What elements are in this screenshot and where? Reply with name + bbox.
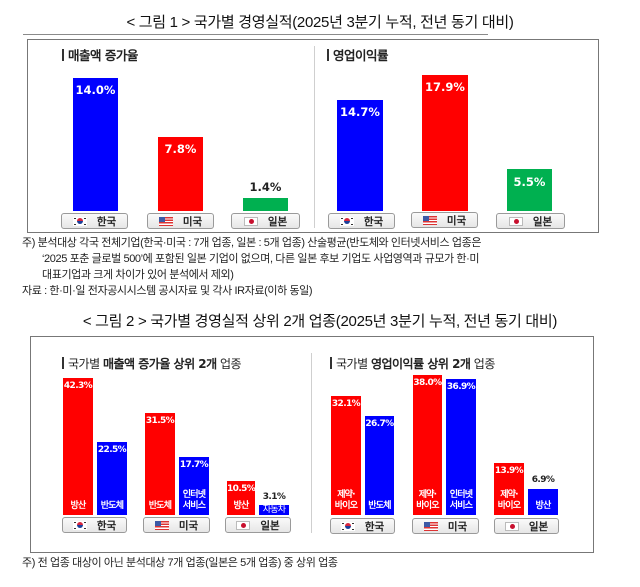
bar-korea-operating-margin: 14.7% bbox=[337, 100, 383, 211]
bar-value: 13.9% bbox=[494, 466, 524, 476]
country-badge-usa: 미국 bbox=[147, 213, 214, 229]
bar-value: 7.8% bbox=[164, 142, 197, 156]
usa-flag-icon bbox=[158, 216, 173, 226]
bar-japan-revenue-top1: 10.5% 방산 bbox=[227, 481, 256, 515]
usa-flag-icon bbox=[423, 521, 438, 531]
figure2-divider bbox=[311, 353, 312, 533]
country-badge-korea: 한국 bbox=[328, 213, 395, 229]
korea-flag-icon bbox=[72, 520, 87, 530]
bar-value: 31.5% bbox=[145, 416, 175, 426]
industry-label: 제약· 바이오 bbox=[497, 490, 521, 511]
bar-korea-revenue-growth: 14.0% bbox=[73, 78, 118, 211]
industry-label: 반도체 bbox=[100, 501, 124, 511]
bar-usa-operating-margin: 17.9% bbox=[422, 75, 468, 211]
bar-usa-revenue-growth: 7.8% bbox=[158, 137, 203, 211]
bar-japan-margin-top1: 13.9% 제약· 바이오 bbox=[494, 463, 524, 515]
bar-value: 22.5% bbox=[97, 445, 127, 455]
bar-japan-revenue-growth bbox=[243, 198, 288, 211]
bar-value: 42.3% bbox=[63, 381, 93, 391]
bar-usa-revenue-top1: 31.5% 반도체 bbox=[145, 413, 175, 515]
usa-flag-icon bbox=[422, 215, 437, 225]
figure1-note-line1: 주) 분석대상 각국 전체기업(한국·미국 : 7개 업종, 일본 : 5개 업… bbox=[22, 237, 482, 249]
figure1-box bbox=[27, 39, 599, 233]
country-badge-usa: 미국 bbox=[411, 212, 478, 228]
industry-label: 반도체 bbox=[148, 501, 172, 511]
country-badge-korea: 한국 bbox=[330, 518, 395, 534]
bar-value: 14.7% bbox=[340, 105, 380, 119]
country-badge-usa: 미국 bbox=[143, 517, 210, 533]
bar-value: 38.0% bbox=[413, 378, 442, 388]
japan-flag-icon bbox=[236, 520, 251, 530]
bar-korea-margin-top2: 26.7% 반도체 bbox=[365, 416, 394, 515]
industry-label: 자동차 bbox=[262, 505, 286, 515]
industry-label: 인터넷 서비스 bbox=[449, 490, 473, 511]
bar-value: 3.1% bbox=[262, 492, 286, 502]
usa-flag-icon bbox=[154, 520, 169, 530]
korea-flag-icon bbox=[72, 216, 87, 226]
bar-value: 26.7% bbox=[365, 419, 394, 429]
revenue-growth-top2-panel-title: 국가별 매출액 증가율 상위 2개 업종 bbox=[62, 355, 242, 372]
bar-korea-revenue-top2: 22.5% 반도체 bbox=[97, 442, 127, 515]
bar-usa-margin-top2: 36.9% 인터넷 서비스 bbox=[446, 379, 476, 515]
bar-value: 17.7% bbox=[179, 460, 209, 470]
bar-japan-margin-top2: 방산 bbox=[528, 489, 558, 515]
country-badge-japan: 일본 bbox=[231, 213, 300, 229]
japan-flag-icon bbox=[508, 216, 523, 226]
title-marker-icon bbox=[62, 357, 64, 369]
country-badge-japan: 일본 bbox=[225, 517, 291, 533]
figure1-note-line3: 대표기업과 크게 차이가 있어 분석에서 제외) bbox=[42, 269, 234, 281]
figure1-divider bbox=[314, 46, 315, 228]
country-badge-korea: 한국 bbox=[61, 213, 128, 229]
bar-korea-revenue-top1: 42.3% 방산 bbox=[63, 378, 93, 515]
bar-value: 5.5% bbox=[513, 175, 546, 189]
bar-value: 1.4% bbox=[249, 180, 282, 194]
bar-value: 17.9% bbox=[425, 80, 465, 94]
country-badge-japan: 일본 bbox=[494, 518, 559, 534]
country-badge-korea: 한국 bbox=[62, 517, 127, 533]
industry-label: 인터넷 서비스 bbox=[182, 490, 206, 511]
korea-flag-icon bbox=[340, 521, 355, 531]
bar-usa-revenue-top2: 17.7% 인터넷 서비스 bbox=[179, 457, 209, 515]
industry-label: 방산 bbox=[233, 501, 250, 511]
operating-margin-top2-panel-title: 국가별 영업이익률 상위 2개 업종 bbox=[330, 355, 495, 372]
bar-japan-operating-margin: 5.5% bbox=[507, 169, 552, 211]
korea-flag-icon bbox=[339, 216, 354, 226]
bar-value: 36.9% bbox=[446, 382, 476, 392]
bar-japan-revenue-top2: 자동차 bbox=[259, 505, 289, 515]
bar-value: 6.9% bbox=[531, 475, 555, 485]
title-marker-icon bbox=[330, 357, 332, 369]
industry-label: 방산 bbox=[70, 501, 87, 511]
title-marker-icon bbox=[62, 49, 64, 61]
title-underline bbox=[23, 34, 488, 35]
country-badge-japan: 일본 bbox=[496, 213, 565, 229]
bar-korea-margin-top1: 32.1% 제약· 바이오 bbox=[331, 396, 361, 515]
bar-value: 14.0% bbox=[75, 83, 116, 97]
figure2-note: 주) 전 업종 대상이 아닌 분석대상 7개 업종(일본은 5개 업종) 중 상… bbox=[22, 557, 338, 569]
title-marker-icon bbox=[327, 49, 329, 61]
japan-flag-icon bbox=[243, 216, 258, 226]
bar-value: 10.5% bbox=[227, 484, 256, 494]
figure1-title: < 그림 1 > 국가별 경영실적(2025년 3분기 누적, 전년 동기 대비… bbox=[126, 14, 514, 31]
industry-label: 제약· 바이오 bbox=[334, 490, 358, 511]
figure1-note-line2: ‘2025 포춘 글로벌 500’에 포함된 일본 기업이 없으며, 다른 일본… bbox=[42, 253, 480, 265]
industry-label: 방산 bbox=[535, 501, 552, 511]
operating-margin-panel-title: 영업이익률 bbox=[327, 45, 389, 64]
country-badge-usa: 미국 bbox=[412, 518, 479, 534]
bar-usa-margin-top1: 38.0% 제약· 바이오 bbox=[413, 375, 442, 515]
figure1-source: 자료 : 한·미·일 전자공시시스템 공시자료 및 각사 IR자료(이하 동일) bbox=[22, 285, 313, 297]
figure2-title: < 그림 2 > 국가별 경영실적 상위 2개 업종(2025년 3분기 누적,… bbox=[82, 313, 558, 330]
japan-flag-icon bbox=[504, 521, 519, 531]
industry-label: 제약· 바이오 bbox=[416, 490, 439, 511]
industry-label: 반도체 bbox=[368, 501, 391, 511]
revenue-growth-panel-title: 매출액 증가율 bbox=[62, 45, 138, 64]
bar-value: 32.1% bbox=[331, 399, 361, 409]
